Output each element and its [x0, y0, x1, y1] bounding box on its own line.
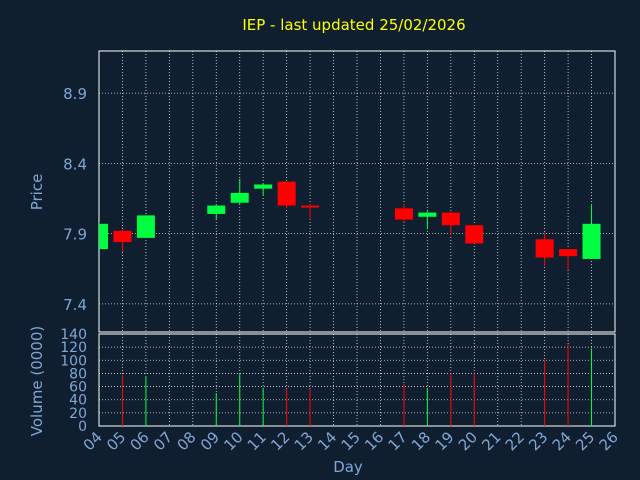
volume-y-tick-label: 40 — [69, 393, 87, 409]
volume-bar-series — [121, 344, 593, 426]
candle-body — [582, 223, 601, 259]
price-panel: 7.4 7.9 8.4 8.9 Price — [28, 50, 616, 333]
candle-body — [254, 184, 273, 189]
candle-body — [301, 205, 320, 208]
volume-y-tick-label: 120 — [60, 340, 87, 356]
candle-body — [535, 239, 554, 258]
x-tick-labels: 0405060708091011121314151617181920212223… — [80, 428, 622, 454]
candle-body — [394, 208, 413, 220]
volume-y-tick-label: 20 — [69, 406, 87, 422]
price-y-tick-label: 7.9 — [63, 226, 87, 244]
candle-body — [99, 223, 108, 250]
candle-body — [136, 215, 155, 238]
candle-body — [418, 212, 437, 217]
volume-panel-frame — [98, 333, 616, 427]
price-y-tick-labels: 7.4 7.9 8.4 8.9 — [63, 85, 87, 314]
price-y-tick-label: 8.9 — [63, 85, 87, 103]
candle-body — [441, 212, 460, 226]
price-panel-frame — [98, 50, 616, 333]
volume-y-tick-label: 60 — [69, 380, 87, 396]
candle-body — [230, 192, 249, 203]
volume-y-tick-label: 100 — [60, 353, 87, 369]
chart-title: IEP - last updated 25/02/2026 — [242, 16, 465, 34]
volume-y-tick-label: 140 — [60, 327, 87, 343]
price-y-tick-label: 7.4 — [63, 296, 87, 314]
candlestick-series — [99, 178, 601, 271]
candle-body — [207, 205, 226, 214]
candle-body — [277, 181, 296, 206]
volume-y-tick-label: 80 — [69, 366, 87, 382]
price-grid — [99, 51, 615, 332]
price-axis-label: Price — [28, 174, 46, 211]
candle-body — [559, 249, 578, 257]
volume-y-tick-label: 0 — [78, 419, 87, 435]
x-axis-label: Day — [333, 458, 363, 476]
candle-body — [465, 225, 484, 244]
candle-body — [113, 230, 132, 243]
price-y-tick-label: 8.4 — [63, 155, 87, 173]
volume-axis-label: Volume (0000) — [28, 326, 46, 436]
